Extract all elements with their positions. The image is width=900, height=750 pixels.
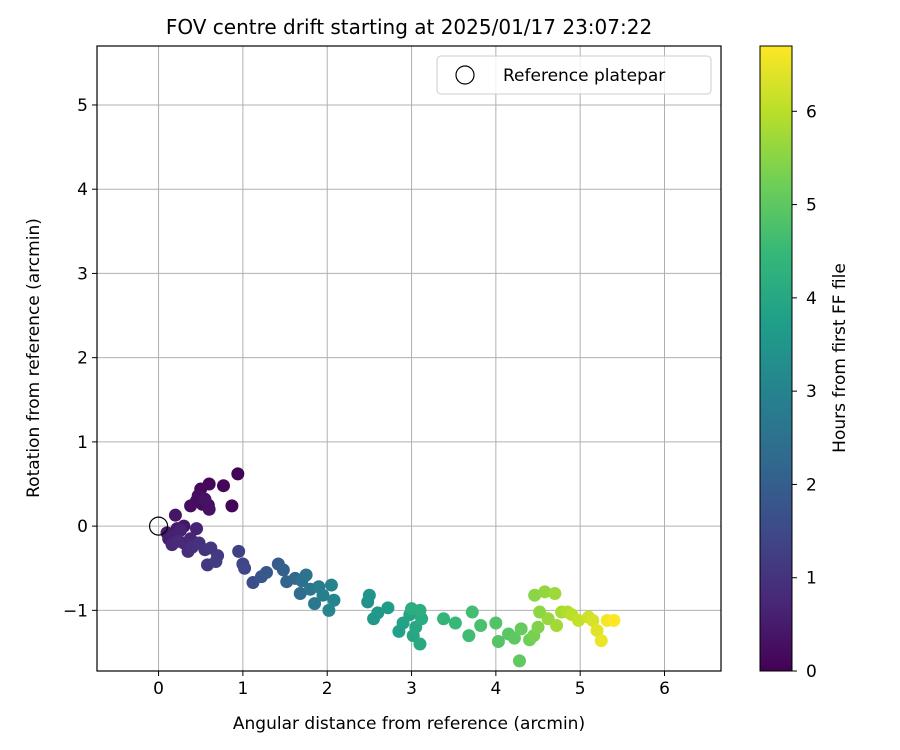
colorbar-tick-label: 5 — [806, 196, 817, 216]
x-tick-label: 6 — [659, 679, 670, 699]
data-point — [489, 616, 503, 630]
data-point — [448, 616, 462, 630]
y-ticks: −1 0 1 2 3 4 5 — [63, 96, 97, 621]
data-points — [160, 467, 621, 668]
data-point — [465, 605, 479, 619]
y-tick-label: 2 — [77, 349, 88, 369]
colorbar-tick-label: 3 — [806, 382, 817, 402]
data-point — [571, 613, 585, 627]
data-point — [491, 635, 505, 649]
data-point — [327, 593, 341, 607]
data-point — [322, 603, 336, 617]
data-point — [586, 613, 600, 627]
colorbar: 0 1 2 3 4 5 6 Hours from first FF file — [759, 45, 850, 682]
colorbar-ticks: 0 1 2 3 4 5 6 — [792, 102, 817, 682]
colorbar-gradient — [759, 45, 793, 672]
data-point — [171, 534, 185, 548]
data-point — [238, 561, 252, 575]
data-point — [594, 634, 608, 648]
grid — [97, 46, 721, 671]
data-point — [276, 563, 290, 577]
data-point — [371, 606, 385, 620]
data-point — [259, 565, 273, 579]
data-point — [231, 467, 245, 481]
data-point — [324, 578, 338, 592]
data-point — [514, 622, 528, 636]
data-point — [413, 637, 427, 651]
data-point — [173, 523, 187, 537]
data-point — [168, 508, 182, 522]
data-point — [531, 620, 545, 634]
y-tick-label: 5 — [77, 96, 88, 116]
chart-title: FOV centre drift starting at 2025/01/17 … — [166, 15, 652, 39]
data-point — [413, 603, 427, 617]
data-point — [528, 588, 542, 602]
y-tick-label: 4 — [77, 180, 88, 200]
data-point — [216, 479, 230, 493]
data-point — [474, 619, 488, 633]
y-tick-label: 1 — [77, 433, 88, 453]
y-tick-label: 0 — [77, 517, 88, 537]
colorbar-tick-label: 4 — [806, 289, 817, 309]
x-tick-label: 0 — [153, 679, 164, 699]
data-point — [381, 601, 395, 615]
data-point — [507, 631, 521, 645]
colorbar-tick-label: 6 — [806, 102, 817, 122]
data-point — [607, 613, 621, 627]
data-point — [462, 629, 476, 643]
data-point — [548, 587, 562, 601]
legend-box — [436, 55, 712, 95]
data-point — [202, 502, 216, 516]
x-axis-label: Angular distance from reference (arcmin) — [233, 714, 585, 734]
colorbar-tick-label: 0 — [806, 662, 817, 682]
data-point — [550, 619, 564, 633]
x-tick-label: 4 — [490, 679, 501, 699]
data-point — [232, 544, 246, 558]
data-point — [437, 612, 451, 626]
data-point — [512, 654, 526, 668]
y-axis-label: Rotation from reference (arcmin) — [24, 218, 44, 498]
legend-marker-icon — [455, 65, 475, 85]
reference-marker-layer — [148, 516, 169, 536]
data-point — [225, 499, 239, 513]
data-point — [198, 492, 212, 506]
colorbar-tick-label: 1 — [806, 569, 817, 589]
y-tick-label: −1 — [63, 601, 88, 621]
x-tick-label: 5 — [575, 679, 586, 699]
data-point — [293, 587, 307, 601]
x-tick-label: 2 — [322, 679, 333, 699]
data-point — [184, 499, 198, 513]
data-point — [316, 588, 330, 602]
data-point — [590, 624, 604, 638]
x-ticks: 0 1 2 3 4 5 6 — [153, 671, 670, 699]
data-point — [299, 568, 313, 582]
x-tick-label: 1 — [237, 679, 248, 699]
data-point — [190, 522, 204, 536]
colorbar-label: Hours from first FF file — [830, 263, 850, 453]
legend: Reference platepar — [436, 55, 712, 95]
data-point — [209, 554, 223, 568]
legend-entry-label: Reference platepar — [503, 66, 665, 86]
data-point — [538, 585, 552, 599]
x-tick-label: 3 — [406, 679, 417, 699]
plot-frame — [96, 45, 722, 672]
y-tick-label: 3 — [77, 264, 88, 284]
data-point — [308, 597, 322, 611]
data-point — [362, 588, 376, 602]
reference-point-marker — [148, 516, 169, 536]
colorbar-tick-label: 2 — [806, 475, 817, 495]
